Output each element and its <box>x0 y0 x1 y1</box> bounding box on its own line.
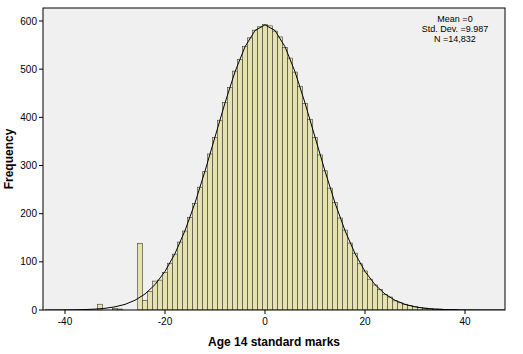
histogram-bar <box>268 26 273 310</box>
y-tick-label: 600 <box>20 16 37 27</box>
histogram-bar <box>258 27 263 310</box>
y-tick-label: 100 <box>20 256 37 267</box>
histogram-bar <box>388 297 393 310</box>
x-tick <box>65 310 66 314</box>
histogram-bar <box>148 292 153 310</box>
histogram-bar <box>368 279 373 310</box>
x-axis-label: Age 14 standard marks <box>208 335 340 349</box>
y-tick-label: 0 <box>31 305 37 316</box>
histogram-bar <box>363 271 368 310</box>
x-tick <box>465 310 466 314</box>
histogram-bar <box>333 203 338 310</box>
histogram-bar <box>213 138 218 310</box>
histogram-bar <box>288 58 293 310</box>
histogram-bar <box>393 301 398 310</box>
y-tick-label: 200 <box>20 208 37 219</box>
y-tick <box>39 213 43 214</box>
x-tick-label: -40 <box>58 316 73 327</box>
x-tick-label: 20 <box>359 316 371 327</box>
y-tick-label: 300 <box>20 160 37 171</box>
histogram-bar <box>188 218 193 310</box>
y-axis-label: Frequency <box>2 128 16 189</box>
histogram-bar <box>373 285 378 310</box>
histogram-bar <box>343 230 348 310</box>
x-tick-label: 40 <box>459 316 471 327</box>
histogram-bar <box>178 242 183 310</box>
y-tick-label: 500 <box>20 64 37 75</box>
histogram-bar <box>283 47 288 310</box>
histogram-bar <box>378 289 383 310</box>
histogram-bar <box>203 172 208 310</box>
histogram-bar <box>253 30 258 310</box>
y-tick <box>39 21 43 22</box>
x-tick-label: 0 <box>262 316 268 327</box>
histogram-bar <box>223 102 228 310</box>
chart: 0 100 200 300 400 500 600 -40 -20 0 20 40 Age 14 sta… <box>0 0 523 354</box>
histogram-bar <box>248 38 253 310</box>
y-tick-label: 400 <box>20 112 37 123</box>
histogram-bar <box>208 154 213 310</box>
histogram-bar <box>193 204 198 310</box>
plot-background <box>43 8 505 310</box>
histogram-bar <box>198 187 203 310</box>
histogram-bar <box>173 254 178 310</box>
histogram-bar <box>183 231 188 310</box>
histogram-bar <box>323 171 328 310</box>
histogram-bar <box>383 295 388 310</box>
histogram-bar <box>338 218 343 310</box>
histogram-bar <box>168 263 173 310</box>
histogram-bar <box>353 253 358 310</box>
histogram-bar <box>263 24 268 310</box>
histogram-bar <box>318 155 323 310</box>
histogram-bar <box>163 272 168 310</box>
y-tick <box>39 69 43 70</box>
x-tick <box>165 310 166 314</box>
histogram-bar <box>298 87 303 310</box>
annotation: Std. Dev. =9.987 <box>422 24 489 34</box>
histogram-bar <box>358 264 363 310</box>
histogram-bar <box>233 71 238 310</box>
histogram-bar <box>348 243 353 310</box>
histogram-bar <box>143 300 148 310</box>
y-tick <box>39 165 43 166</box>
y-tick <box>39 117 43 118</box>
y-tick <box>39 310 43 311</box>
histogram-bar <box>303 103 308 310</box>
x-tick <box>265 310 266 314</box>
histogram-bar <box>228 87 233 310</box>
annotation: N =14,832 <box>434 34 476 44</box>
histogram-bar <box>313 138 318 310</box>
marks <box>45 24 505 310</box>
histogram-bar <box>398 303 403 310</box>
y-tick <box>39 261 43 262</box>
histogram-bar <box>218 120 223 310</box>
histogram-bar <box>293 72 298 310</box>
normal-curve <box>45 25 505 310</box>
histogram-bar <box>153 281 158 310</box>
histogram-bar <box>328 188 333 310</box>
x-tick <box>365 310 366 314</box>
histogram-bar <box>158 280 163 310</box>
histogram-bar <box>273 31 278 310</box>
histogram-bar <box>278 37 283 310</box>
plot-frame <box>43 8 505 310</box>
histogram-bar <box>308 119 313 310</box>
x-tick-label: -20 <box>158 316 173 327</box>
histogram-bar <box>138 244 143 310</box>
histogram-bar <box>238 60 243 310</box>
annotation: Mean =0 <box>437 14 472 24</box>
histogram-bar <box>243 47 248 310</box>
